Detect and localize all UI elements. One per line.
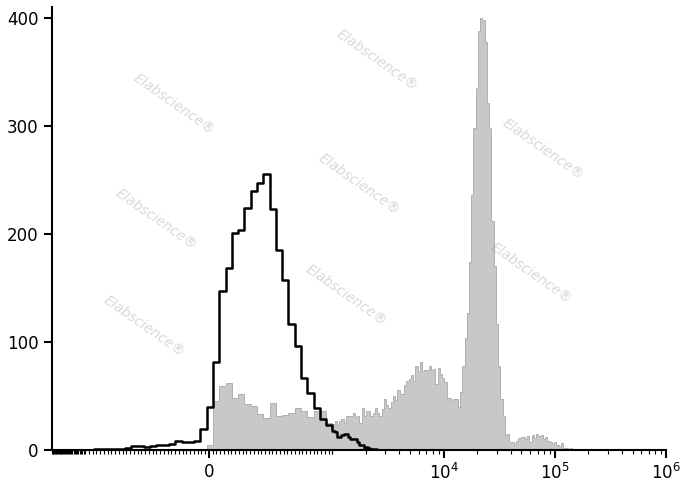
Text: Elabscience®: Elabscience® [100, 293, 187, 359]
Text: Elabscience®: Elabscience® [113, 186, 200, 253]
Text: Elabscience®: Elabscience® [303, 262, 390, 328]
Text: Elabscience®: Elabscience® [334, 27, 420, 93]
Text: Elabscience®: Elabscience® [316, 151, 402, 217]
Text: Elabscience®: Elabscience® [131, 71, 218, 138]
Polygon shape [52, 18, 666, 450]
Text: Elabscience®: Elabscience® [500, 116, 586, 182]
Text: Elabscience®: Elabscience® [488, 240, 574, 306]
